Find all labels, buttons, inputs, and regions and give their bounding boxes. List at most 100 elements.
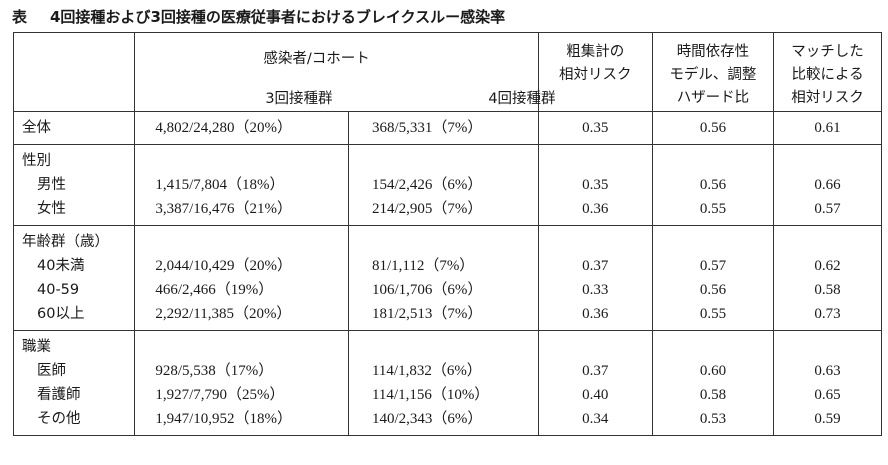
group4-value: 106/1,706（6%） [371,282,483,298]
group4-cell: 81/1,112（7%） 106/1,706（6%） 181/2,513（7%） [347,225,539,331]
row-label: 男性 [37,177,66,193]
adjusted-hr-cell: 0.60 0.58 0.53 [651,330,775,436]
header-adjusted-line: ハザード比 [676,90,750,106]
spacer-line [349,335,538,359]
matched-rr-value: 0.65 [814,387,841,403]
header-empty-cell [12,32,136,112]
group4-value: 368/5,331（7%） [371,120,483,136]
table-section-row: 全体 4,802/24,280（20%） 368/5,331（7%） 0.35 0.56… [12,111,882,145]
crude-rr-cell: 0.37 0.33 0.36 [537,225,653,331]
adjusted-hr-value: 0.56 [699,177,727,193]
header-matched-line: 相対リスク [791,90,864,106]
group4-cell: 368/5,331（7%） [347,111,539,145]
caption-title: 4回接種および3回接種の医療従事者におけるブレイクスルー感染率 [50,8,506,26]
header-group3-label: 3回接種群 [265,91,333,107]
group4-value: 214/2,905（7%） [371,201,483,217]
row-label: 40-59 [37,282,80,298]
crude-rr-cell: 0.35 0.36 [537,144,653,226]
spacer-line [774,335,881,359]
crude-rr-value: 0.33 [582,282,609,298]
header-crude-line: 相対リスク [559,67,632,83]
header-cohort-cell: 感染者/コホート 3回接種群 4回接種群 [134,32,556,112]
group3-value: 3,387/16,476（21%） [155,201,292,217]
group4-value: 81/1,112（7%） [371,258,475,274]
matched-rr-value: 0.62 [814,258,841,274]
matched-rr-value: 0.61 [814,120,841,136]
row-label: 医師 [37,363,66,379]
crude-rr-cell: 0.37 0.40 0.34 [537,330,653,436]
row-label: 60以上 [37,306,85,322]
crude-rr-value: 0.34 [582,411,609,427]
group4-value: 114/1,832（6%） [371,363,482,379]
section-label-cell: 年齢群（歳） 40未満 40-59 60以上 [12,225,136,331]
adjusted-hr-value: 0.57 [699,258,727,274]
group3-cell: 1,415/7,804（18%） 3,387/16,476（21%） [134,144,349,226]
table-section-row: 職業 医師 看護師 その他 928/5,538（17%） 1,927/7,790（25%）… [12,330,882,436]
spacer-line [349,230,538,254]
spacer-line [774,149,881,173]
crude-rr-value: 0.36 [582,201,609,217]
matched-rr-value: 0.59 [814,411,841,427]
group3-cell: 2,044/10,429（20%） 466/2,466（19%） 2,292/11,… [134,225,349,331]
section-title: 性別 [22,153,51,169]
header-matched-line: マッチした [791,44,864,60]
header-adjusted-cell: 時間依存性 モデル、調整 ハザード比 [651,32,775,112]
table-caption: 表 4回接種および3回接種の医療従事者におけるブレイクスルー感染率 [12,6,505,27]
group4-value: 181/2,513（7%） [371,306,483,322]
table-section-row: 性別 男性 女性 1,415/7,804（18%） 3,387/16,476（21%） 1… [12,144,882,226]
matched-rr-value: 0.63 [814,363,841,379]
group3-value: 4,802/24,280（20%） [155,120,292,136]
matched-rr-cell: 0.62 0.58 0.73 [773,225,882,331]
header-matched-cell: マッチした 比較による 相対リスク [773,32,882,112]
group3-cell: 4,802/24,280（20%） [134,111,349,145]
group4-value: 154/2,426（6%） [371,177,483,193]
matched-rr-value: 0.57 [814,201,841,217]
row-label: 女性 [37,201,66,217]
group3-cell: 928/5,538（17%） 1,927/7,790（25%） 1,947/10,9… [134,330,349,436]
group4-cell: 154/2,426（6%） 214/2,905（7%） [347,144,539,226]
spacer-line [349,149,538,173]
adjusted-hr-value: 0.55 [699,201,727,217]
crude-rr-value: 0.37 [582,258,609,274]
breakthrough-infection-table: 感染者/コホート 3回接種群 4回接種群 粗集計の 相対リスク 時間依存性 モデ… [12,32,882,436]
group3-value: 1,415/7,804（18%） [155,177,285,193]
header-crude-cell: 粗集計の 相対リスク [537,32,653,112]
caption-tag: 表 [12,8,28,26]
spacer-line [653,149,773,173]
spacer-line [539,149,652,173]
adjusted-hr-value: 0.60 [699,363,727,379]
table-section-row: 年齢群（歳） 40未満 40-59 60以上 2,044/10,429（20%） 466/… [12,225,882,331]
adjusted-hr-cell: 0.56 0.55 [651,144,775,226]
crude-rr-value: 0.37 [582,363,609,379]
adjusted-hr-value: 0.53 [699,411,727,427]
row-label: 40未満 [37,258,85,274]
adjusted-hr-value: 0.56 [699,120,727,136]
adjusted-hr-value: 0.58 [699,387,727,403]
spacer-line [135,230,348,254]
matched-rr-cell: 0.63 0.65 0.59 [773,330,882,436]
matched-rr-value: 0.66 [814,177,841,193]
crude-rr-value: 0.36 [582,306,609,322]
crude-rr-value: 0.35 [582,120,609,136]
matched-rr-value: 0.58 [814,282,841,298]
matched-rr-cell: 0.61 [773,111,882,145]
crude-rr-value: 0.40 [582,387,609,403]
adjusted-hr-cell: 0.57 0.56 0.55 [651,225,775,331]
row-label: その他 [37,411,81,427]
section-label-cell: 性別男性女性 [12,144,136,226]
group3-value: 466/2,466（19%） [155,282,274,298]
crude-rr-cell: 0.35 [537,111,653,145]
spacer-line [135,149,348,173]
spacer-line [653,230,773,254]
crude-rr-value: 0.35 [582,177,609,193]
header-crude-line: 粗集計の [566,44,625,60]
spacer-line [539,230,652,254]
table-header-row: 感染者/コホート 3回接種群 4回接種群 粗集計の 相対リスク 時間依存性 モデ… [12,32,882,112]
group3-value: 2,292/11,385（20%） [155,306,292,322]
adjusted-hr-value: 0.55 [699,306,727,322]
header-adjusted-line: モデル、調整 [669,67,757,83]
section-title: 職業 [22,339,51,355]
section-title: 年齢群（歳） [22,234,109,250]
header-adjusted-line: 時間依存性 [676,44,750,60]
spacer-line [135,335,348,359]
